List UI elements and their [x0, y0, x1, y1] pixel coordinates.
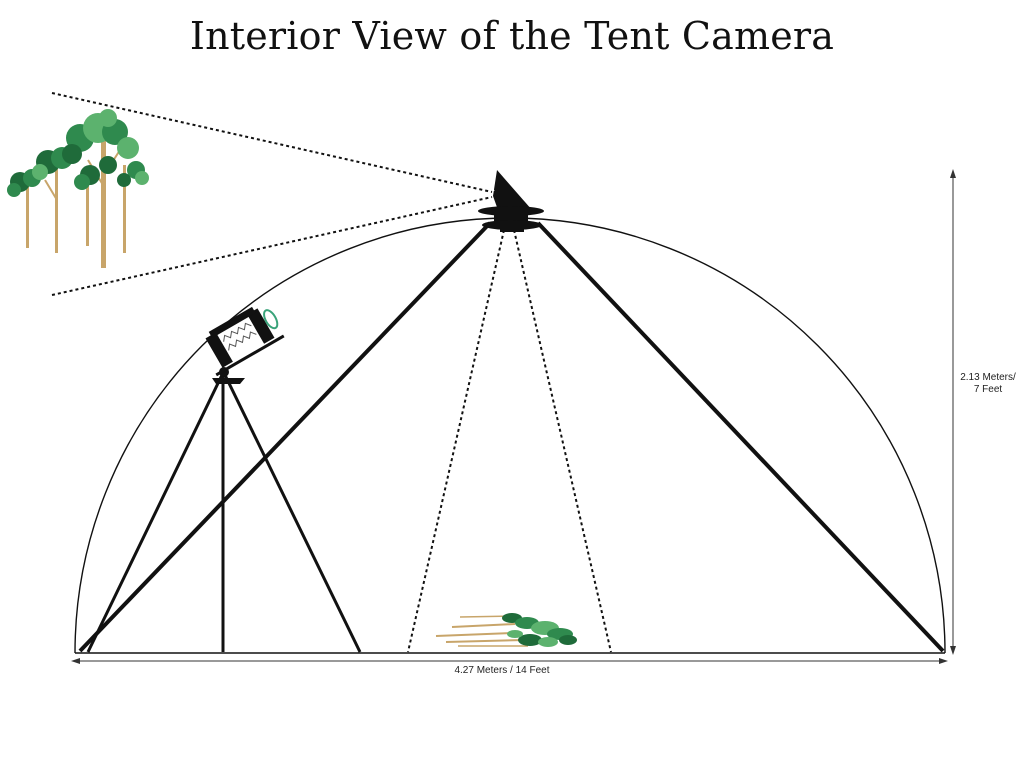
- width-dimension-arrow: [71, 658, 948, 664]
- periscope-lens-icon: [478, 170, 544, 232]
- projection-ray-left: [407, 229, 505, 653]
- projection-ray-right: [513, 229, 612, 653]
- height-label-line2: 7 Feet: [973, 384, 1003, 395]
- tent-pole-left: [78, 221, 492, 653]
- height-dimension-label: 2.13 Meters/ 7 Feet: [952, 372, 1024, 396]
- tripod-icon: [86, 367, 362, 653]
- tent-dome-outline: [74, 217, 946, 654]
- camera-icon: [205, 306, 285, 377]
- tent-pole-right: [536, 221, 945, 653]
- view-ray-lower: [51, 196, 493, 296]
- diagram-title: Interior View of the Tent Camera: [189, 14, 835, 58]
- projected-trees-icon: [435, 613, 577, 647]
- height-dimension-arrow: [950, 169, 956, 655]
- outdoor-trees-icon: [7, 109, 149, 268]
- width-dimension-label: 4.27 Meters / 14 Feet: [454, 665, 550, 676]
- height-label-line1: 2.13 Meters/: [960, 372, 1016, 383]
